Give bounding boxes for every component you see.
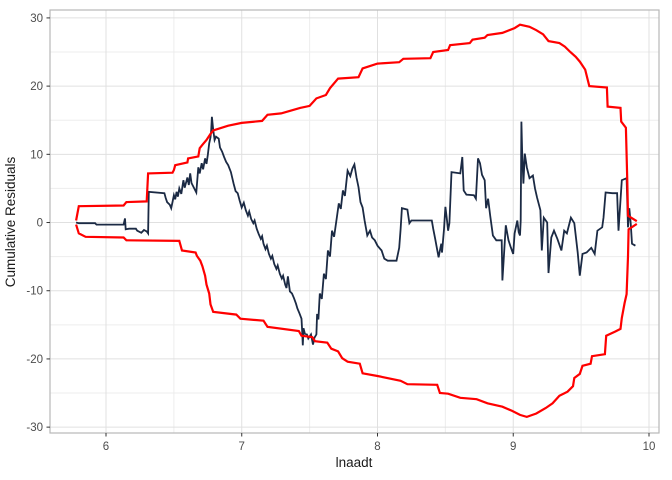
axes-layer: 6 7 8 9 10 -30 -20 -10 0 10 20 30 (26, 9, 660, 453)
x-tick-label: 9 (510, 441, 516, 453)
cumulative-residuals-line (75, 116, 636, 346)
x-tick-label: 10 (643, 441, 656, 453)
x-tick-label: 7 (239, 441, 245, 453)
x-tick-label: 6 (103, 441, 109, 453)
y-tick-label: 30 (30, 13, 43, 25)
envelope-lower-line (75, 222, 638, 419)
panel-background (50, 10, 659, 433)
y-tick-label: -20 (26, 354, 43, 366)
series-layer (75, 23, 638, 419)
y-axis-title: Cumulative Residuals (3, 156, 18, 287)
y-tick-label: -30 (26, 422, 43, 434)
plot-panel (50, 10, 659, 433)
y-tick-label: -10 (26, 286, 43, 298)
y-tick-label: 20 (30, 81, 43, 93)
panel-border (49, 9, 660, 434)
y-tick-label: 0 (37, 218, 43, 230)
x-axis-title: lnaadt (336, 455, 373, 470)
y-tick-label: 10 (30, 149, 43, 161)
envelope-upper-line (75, 23, 638, 223)
x-tick-label: 8 (374, 441, 380, 453)
